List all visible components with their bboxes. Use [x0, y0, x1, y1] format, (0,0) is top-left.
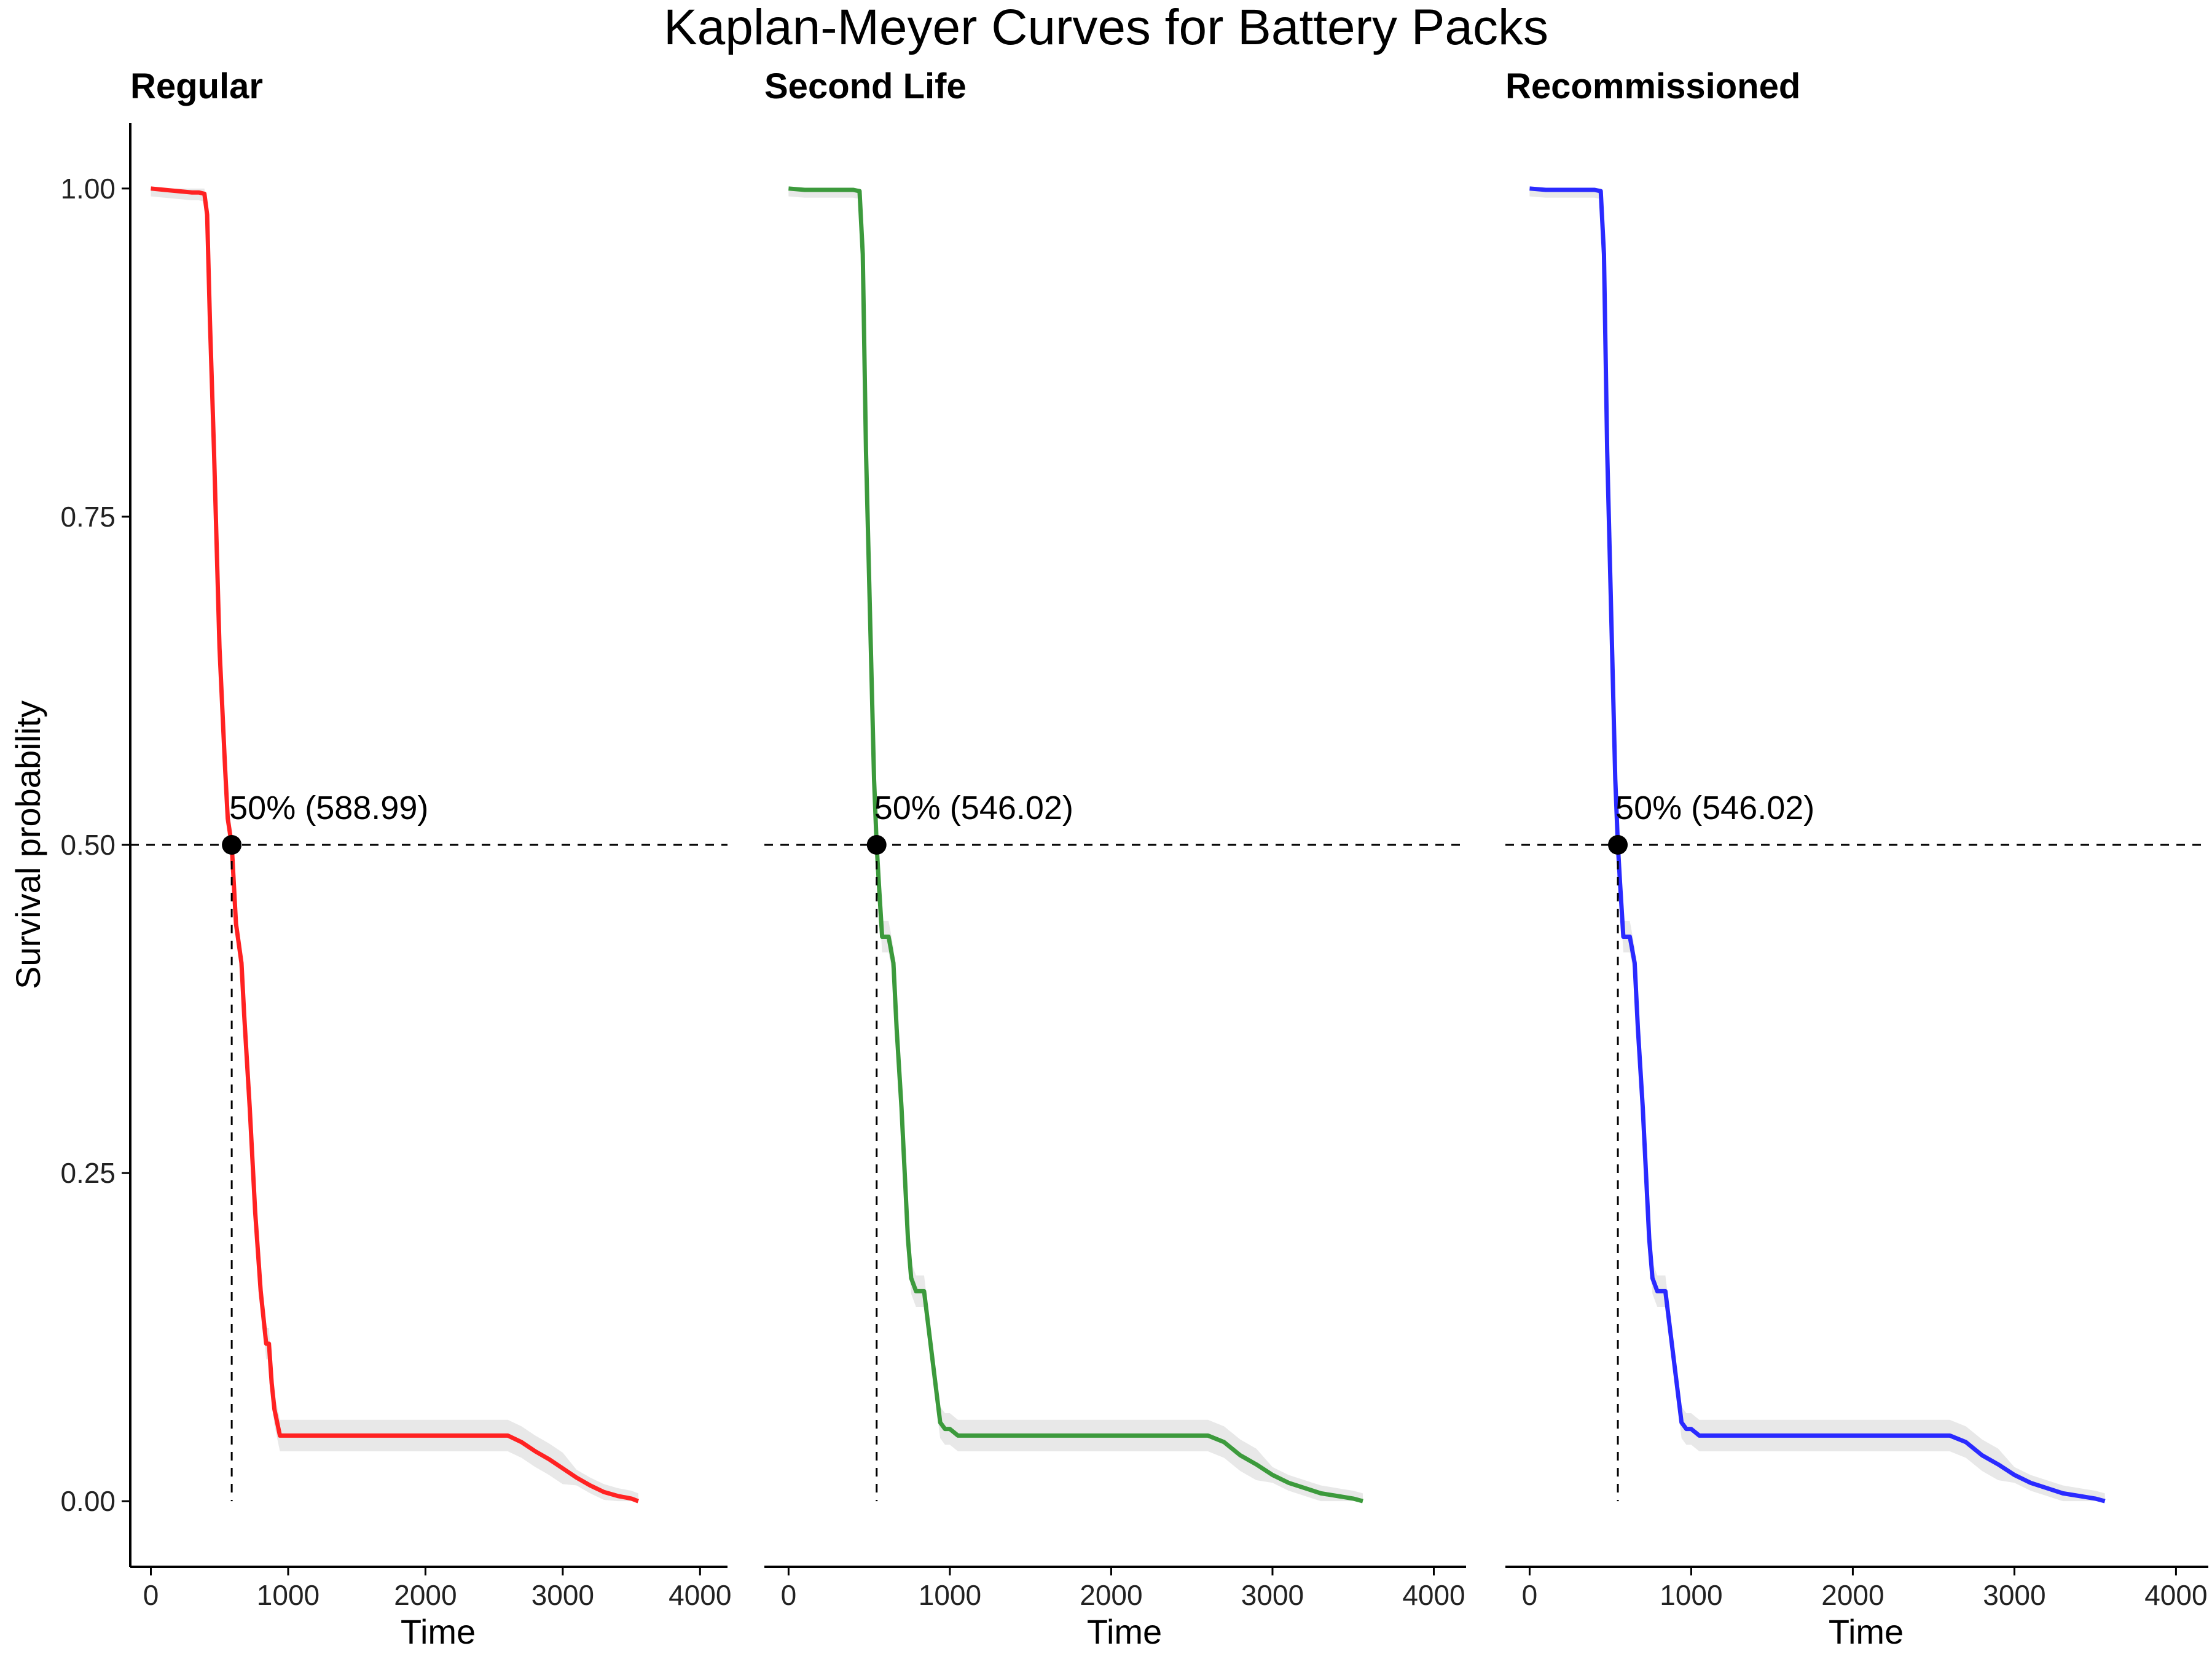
survival-curve: [151, 186, 640, 1504]
facet-panels: Regular 0 1000 2000 3000 4000 Time 0.00 0.25 0.50…: [60, 66, 2208, 1651]
panel-title: Second Life: [764, 66, 967, 106]
median-label: 50% (546.02): [874, 790, 1073, 826]
chart-title: Kaplan-Meyer Curves for Battery Packs: [664, 0, 1548, 55]
panel-2: Recommissioned 0 1000 2000 3000 4000 Time 50% (…: [1505, 66, 2208, 1651]
x-tick-label: 1000: [1660, 1579, 1722, 1611]
x-axis-title: Time: [1087, 1612, 1162, 1651]
median-label: 50% (588.99): [229, 790, 428, 826]
panel-title: Regular: [130, 66, 263, 106]
x-tick-label: 4000: [1402, 1579, 1465, 1611]
median-point: [866, 835, 887, 855]
panel-title: Recommissioned: [1505, 66, 1800, 106]
x-tick-label: 3000: [1241, 1579, 1304, 1611]
y-axis-title: Survival probability: [9, 700, 47, 989]
survival-curve: [1529, 186, 2106, 1504]
y-tick-label: 1.00: [60, 173, 116, 205]
median-point: [222, 835, 242, 855]
x-tick-label: 2000: [1821, 1579, 1884, 1611]
x-tick-label: 1000: [257, 1579, 320, 1611]
y-tick-label: 0.25: [60, 1157, 116, 1189]
x-tick-label: 4000: [669, 1579, 731, 1611]
survival-curve: [788, 186, 1363, 1504]
x-tick-label: 1000: [919, 1579, 981, 1611]
panel-1: Second Life 0 1000 2000 3000 4000 Time 50% (546…: [764, 66, 1466, 1651]
y-tick-label: 0.50: [60, 829, 116, 861]
x-tick-label: 0: [143, 1579, 159, 1611]
y-tick-label: 0.75: [60, 501, 116, 533]
x-tick-label: 2000: [1080, 1579, 1142, 1611]
x-tick-label: 3000: [1983, 1579, 2045, 1611]
median-point: [1608, 835, 1628, 855]
x-tick-label: 0: [781, 1579, 797, 1611]
x-tick-label: 2000: [394, 1579, 457, 1611]
x-axis-title: Time: [401, 1612, 476, 1651]
median-label: 50% (546.02): [1615, 790, 1814, 826]
x-axis-title: Time: [1829, 1612, 1904, 1651]
x-tick-label: 0: [1522, 1579, 1538, 1611]
panel-0: Regular 0 1000 2000 3000 4000 Time 0.00 0.25 0.50…: [60, 66, 731, 1651]
x-tick-label: 4000: [2144, 1579, 2207, 1611]
x-tick-label: 3000: [531, 1579, 594, 1611]
y-tick-label: 0.00: [60, 1485, 116, 1517]
